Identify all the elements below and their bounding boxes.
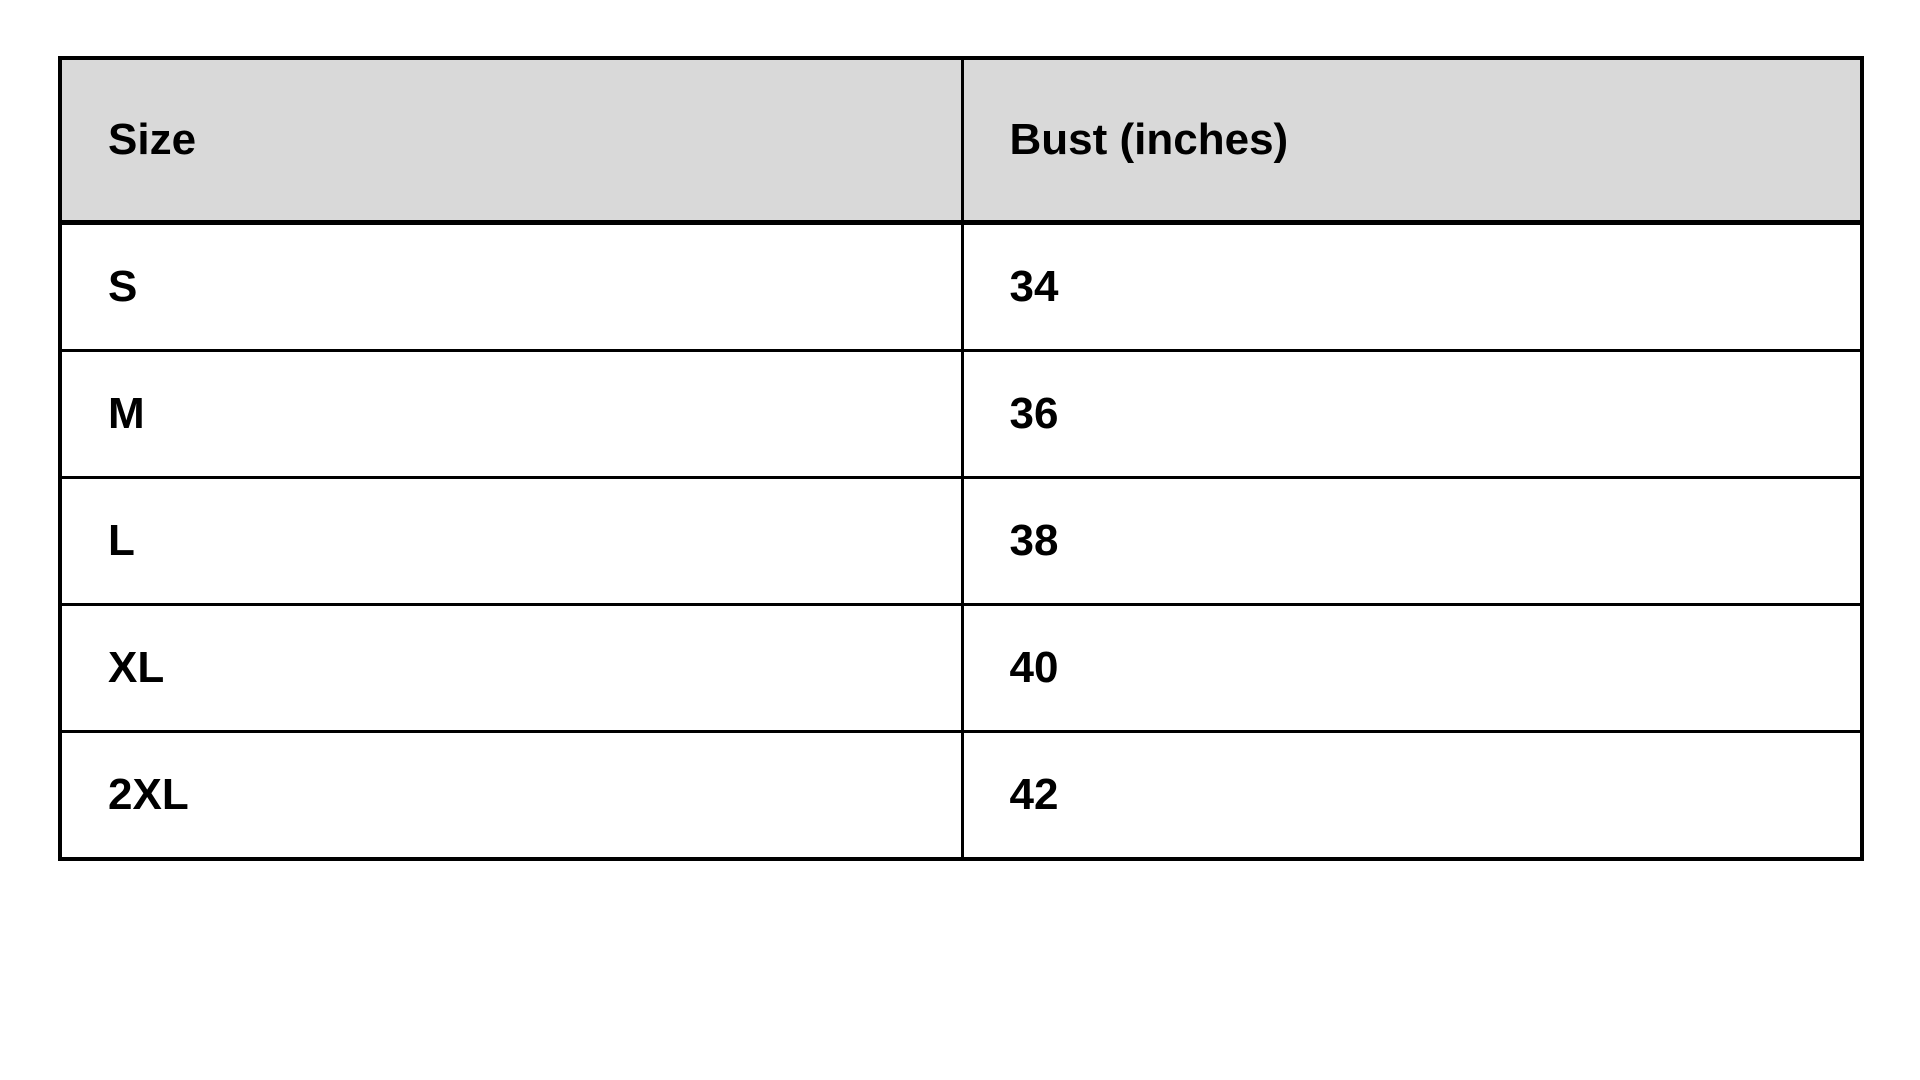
table-header: Size Bust (inches)	[60, 58, 1862, 225]
cell-bust: 36	[960, 349, 1862, 479]
cell-size: S	[60, 221, 964, 352]
cell-bust: 40	[960, 603, 1862, 733]
column-header-size: Size	[60, 58, 964, 225]
column-header-bust: Bust (inches)	[960, 58, 1862, 225]
cell-bust: 38	[960, 476, 1862, 606]
size-chart-table: Size Bust (inches) S 34 M 36 L 38	[58, 56, 1864, 861]
cell-size: 2XL	[60, 730, 964, 859]
table-row: 2XL 42	[60, 730, 1862, 859]
size-chart-container: Size Bust (inches) S 34 M 36 L 38	[58, 56, 1864, 861]
table-header-row: Size Bust (inches)	[60, 58, 1862, 225]
cell-size: XL	[60, 603, 964, 733]
cell-size: M	[60, 349, 964, 479]
cell-size: L	[60, 476, 964, 606]
table-row: M 36	[60, 349, 1862, 479]
table-row: XL 40	[60, 603, 1862, 733]
table-body: S 34 M 36 L 38 XL 40 2XL 42	[60, 221, 1862, 859]
table-row: L 38	[60, 476, 1862, 606]
cell-bust: 42	[960, 730, 1862, 859]
table-row: S 34	[60, 221, 1862, 352]
cell-bust: 34	[960, 221, 1862, 352]
